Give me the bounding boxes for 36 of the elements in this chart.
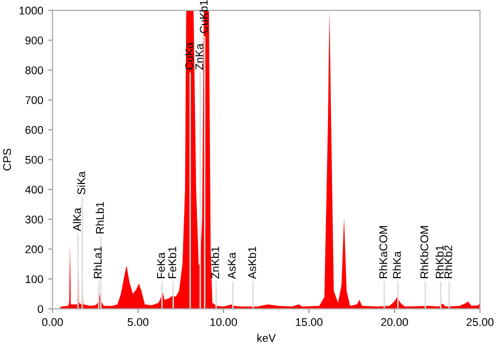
ref-line-label: SiKa <box>77 171 86 194</box>
y-tick-label: 0 <box>38 305 44 313</box>
y-tick-label: 500 <box>25 156 44 164</box>
y-tick-label: 400 <box>25 186 44 194</box>
ref-line-label: RhKb2 <box>444 246 452 278</box>
x-tick-label: 20.00 <box>381 318 408 326</box>
ref-line-label: RhKaCOM <box>379 226 388 278</box>
y-tick-label: 100 <box>26 275 44 284</box>
x-tick-label: 10.00 <box>210 318 237 326</box>
y-tick-label: 1000 <box>20 6 44 15</box>
ref-line-label: RhKbCOM <box>420 226 428 278</box>
y-tick-label: 300 <box>25 216 44 224</box>
x-tick-label: 15.00 <box>296 318 322 326</box>
y-tick-label: 800 <box>25 66 44 74</box>
ref-line-label: FeKa <box>157 252 165 278</box>
ref-line-label: CuKb1 <box>200 0 208 34</box>
y-tick-label: 600 <box>26 126 44 134</box>
y-tick-label: 700 <box>26 96 44 104</box>
y-axis-title: CPS <box>3 148 12 170</box>
ref-line-label: CuKa <box>185 42 194 70</box>
x-axis-title: keV <box>257 334 276 342</box>
ref-line-label: AsKb1 <box>248 246 256 279</box>
ref-line-label: ZnKa <box>195 44 204 70</box>
y-tick-label: 200 <box>25 245 44 254</box>
x-tick-label: 5.00 <box>128 318 148 326</box>
ref-line-label: RhLb1 <box>96 202 104 234</box>
x-tick-label: 25.00 <box>466 318 494 326</box>
x-tick-label: 0.00 <box>42 318 63 326</box>
ref-line-label: ZnKb1 <box>210 246 220 279</box>
ref-line-label: RhKb1 <box>435 246 444 278</box>
ref-line-label: RhKa <box>392 251 401 278</box>
y-tick-label: 900 <box>25 36 44 44</box>
ref-line-label: AlKa <box>72 208 81 232</box>
ref-line-label: AsKa <box>228 252 236 279</box>
ref-line-label: RhLa1 <box>93 246 102 278</box>
ref-line-label: FeKb1 <box>168 246 176 278</box>
